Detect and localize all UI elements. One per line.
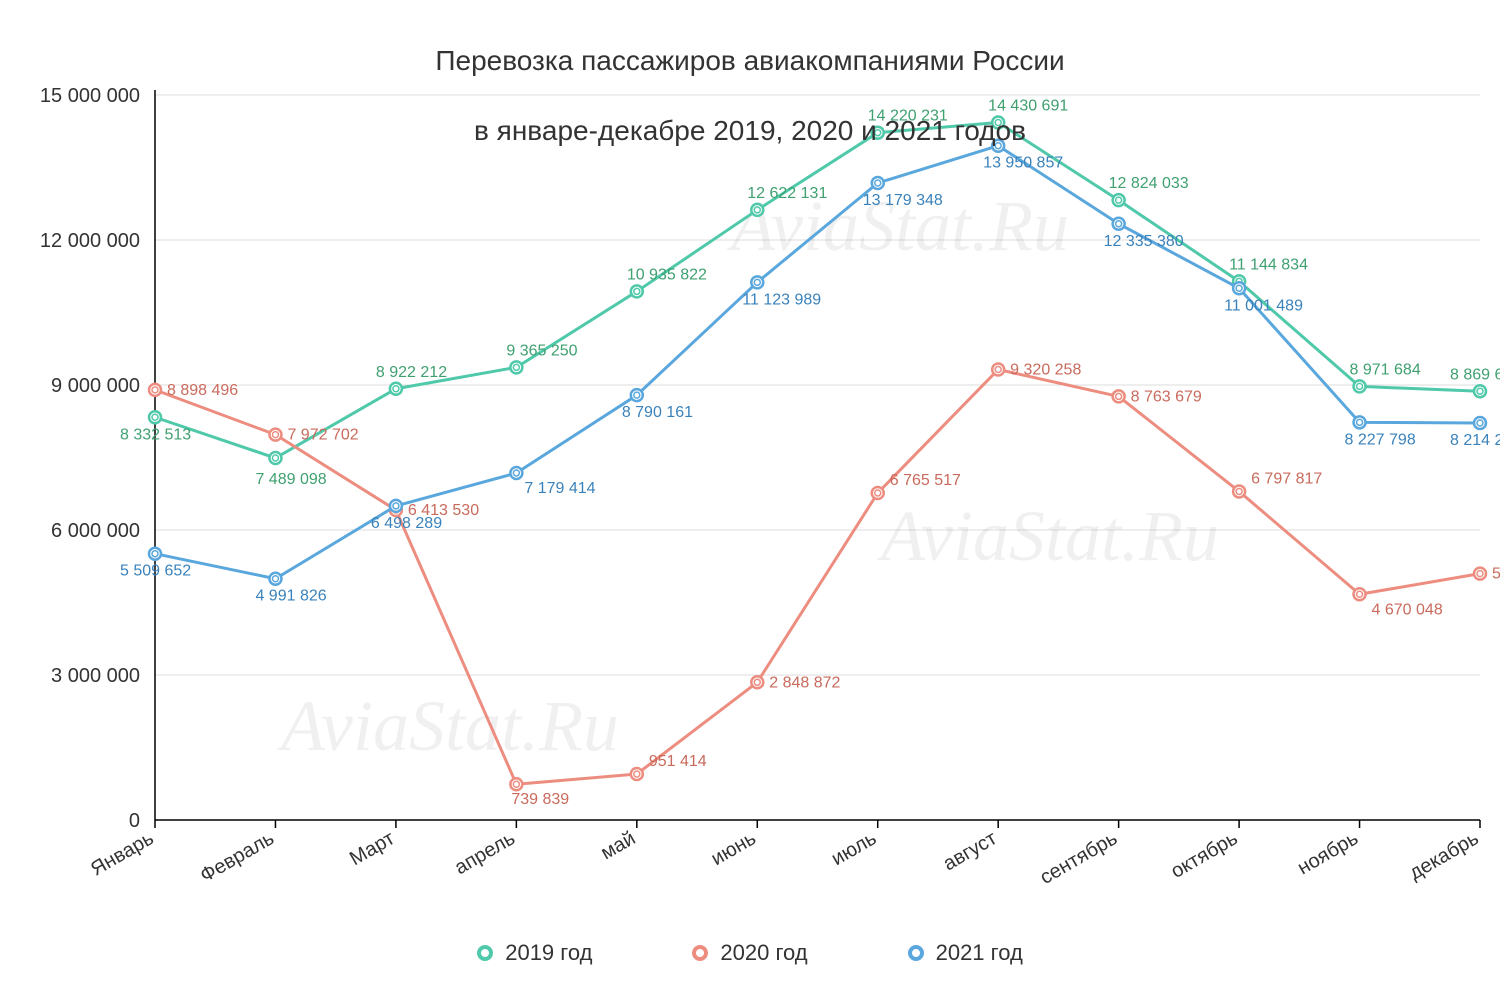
- data-marker-inner: [1477, 571, 1483, 577]
- data-label: 11 001 489: [1224, 297, 1303, 314]
- x-axis-label: декабрь: [1406, 827, 1483, 884]
- chart-container: Перевозка пассажиров авиакомпаниями Росс…: [0, 0, 1500, 997]
- x-axis-label: октябрь: [1167, 827, 1241, 883]
- x-axis-label: ноябрь: [1294, 827, 1362, 879]
- legend-label: 2021 год: [936, 940, 1023, 966]
- data-label: 13 950 857: [983, 155, 1063, 172]
- legend-marker: [477, 945, 493, 961]
- x-axis-label: Март: [346, 827, 398, 870]
- data-marker-inner: [1116, 197, 1122, 203]
- data-marker-inner: [875, 180, 881, 186]
- data-marker-inner: [754, 207, 760, 213]
- legend-item: 2019 год: [477, 940, 592, 966]
- data-marker-inner: [272, 432, 278, 438]
- data-label: 8 790 161: [622, 404, 693, 421]
- y-axis-label: 0: [129, 810, 140, 832]
- data-label: 9 365 250: [506, 342, 577, 359]
- data-marker-inner: [995, 367, 1001, 373]
- data-label: 9 320 258: [1010, 362, 1081, 379]
- x-axis-label: август: [939, 827, 1000, 875]
- data-label: 12 824 033: [1109, 175, 1189, 192]
- data-marker-inner: [152, 414, 158, 420]
- data-marker-inner: [634, 771, 640, 777]
- legend: 2019 год 2020 год 2021 год: [0, 940, 1500, 967]
- x-axis-label: июнь: [708, 827, 760, 870]
- legend-item: 2021 год: [908, 940, 1023, 966]
- series-line: [155, 123, 1480, 459]
- data-marker-inner: [152, 551, 158, 557]
- data-marker-inner: [634, 288, 640, 294]
- chart-title: Перевозка пассажиров авиакомпаниями Росс…: [0, 8, 1500, 148]
- x-axis-label: май: [597, 827, 639, 864]
- data-label: 11 144 834: [1229, 256, 1308, 273]
- data-marker-inner: [754, 679, 760, 685]
- legend-item: 2020 год: [692, 940, 807, 966]
- data-label: 739 839: [511, 791, 569, 808]
- data-label: 8 332 513: [120, 426, 191, 443]
- data-label: 8 869 672: [1450, 366, 1500, 383]
- data-marker-inner: [754, 279, 760, 285]
- data-marker-inner: [1236, 488, 1242, 494]
- data-label: 4 670 048: [1372, 601, 1443, 618]
- data-label: 7 972 702: [287, 427, 358, 444]
- legend-label: 2019 год: [505, 940, 592, 966]
- chart-svg: 03 000 0006 000 0009 000 00012 000 00015…: [0, 0, 1500, 997]
- data-label: 951 414: [649, 753, 707, 770]
- y-axis-label: 3 000 000: [51, 665, 140, 687]
- data-marker-inner: [513, 781, 519, 787]
- data-label: 6 797 817: [1251, 470, 1322, 487]
- data-marker-inner: [1357, 419, 1363, 425]
- data-label: 8 763 679: [1131, 388, 1202, 405]
- data-marker-inner: [513, 470, 519, 476]
- data-label: 5 509 652: [120, 563, 191, 580]
- data-marker-inner: [1116, 393, 1122, 399]
- data-label: 11 123 989: [742, 291, 821, 308]
- data-marker-inner: [272, 576, 278, 582]
- x-axis-label: апрель: [451, 827, 519, 879]
- data-label: 7 489 098: [255, 471, 326, 488]
- data-label: 4 991 826: [255, 588, 326, 605]
- data-marker-inner: [1357, 383, 1363, 389]
- data-marker-inner: [513, 364, 519, 370]
- data-marker-inner: [152, 387, 158, 393]
- watermark: AviaStat.Ru: [877, 496, 1219, 576]
- title-line-1: Перевозка пассажиров авиакомпаниями Росс…: [435, 45, 1064, 76]
- data-marker-inner: [1357, 591, 1363, 597]
- watermark: AviaStat.Ru: [277, 686, 619, 766]
- x-axis-label: июль: [828, 827, 880, 870]
- data-label: 8 971 684: [1350, 361, 1421, 378]
- data-label: 8 214 290: [1450, 432, 1500, 449]
- data-label: 7 179 414: [524, 480, 595, 497]
- data-label: 6 765 517: [890, 472, 961, 489]
- y-axis-label: 6 000 000: [51, 520, 140, 542]
- data-label: 8 922 212: [376, 364, 447, 381]
- legend-marker: [908, 945, 924, 961]
- data-marker-inner: [1477, 420, 1483, 426]
- y-axis-label: 12 000 000: [40, 230, 140, 252]
- data-marker-inner: [393, 503, 399, 509]
- data-marker-inner: [1477, 388, 1483, 394]
- x-axis-label: Февраль: [197, 827, 278, 887]
- x-axis-label: сентябрь: [1036, 827, 1121, 889]
- data-marker-inner: [1116, 221, 1122, 227]
- legend-marker: [692, 945, 708, 961]
- data-label: 8 227 798: [1345, 431, 1416, 448]
- data-marker-inner: [272, 455, 278, 461]
- data-label: 12 335 380: [1104, 233, 1184, 250]
- data-label: 12 622 131: [747, 185, 827, 202]
- data-marker-inner: [634, 392, 640, 398]
- data-marker-inner: [393, 386, 399, 392]
- data-label: 13 179 348: [863, 192, 943, 209]
- title-line-2: в январе-декабре 2019, 2020 и 2021 годов: [474, 115, 1026, 146]
- legend-label: 2020 год: [720, 940, 807, 966]
- data-label: 2 848 872: [769, 674, 840, 691]
- data-marker-inner: [875, 490, 881, 496]
- data-label: 5 096 911: [1492, 566, 1500, 583]
- x-axis-label: Январь: [87, 827, 157, 880]
- data-label: 6 498 289: [371, 515, 442, 532]
- data-marker-inner: [1236, 285, 1242, 291]
- data-label: 8 898 496: [167, 382, 238, 399]
- y-axis-label: 9 000 000: [51, 375, 140, 397]
- data-label: 10 935 822: [627, 266, 707, 283]
